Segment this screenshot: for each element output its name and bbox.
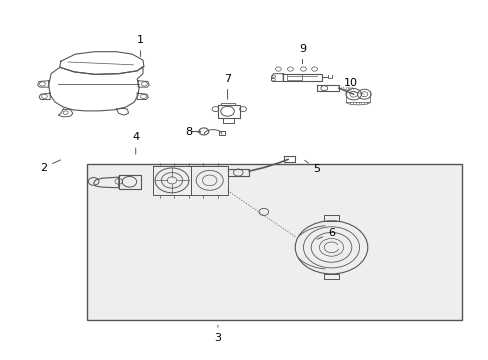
Text: 2: 2 — [40, 160, 61, 172]
Text: 1: 1 — [137, 35, 144, 57]
Text: 7: 7 — [224, 74, 231, 99]
Text: 4: 4 — [132, 132, 139, 154]
Text: 6: 6 — [317, 228, 334, 239]
Text: 3: 3 — [214, 325, 221, 343]
Bar — [87, 164, 461, 320]
Text: 8: 8 — [185, 127, 200, 137]
Text: 9: 9 — [298, 44, 305, 64]
Text: 10: 10 — [343, 77, 357, 93]
Text: 5: 5 — [304, 160, 320, 174]
